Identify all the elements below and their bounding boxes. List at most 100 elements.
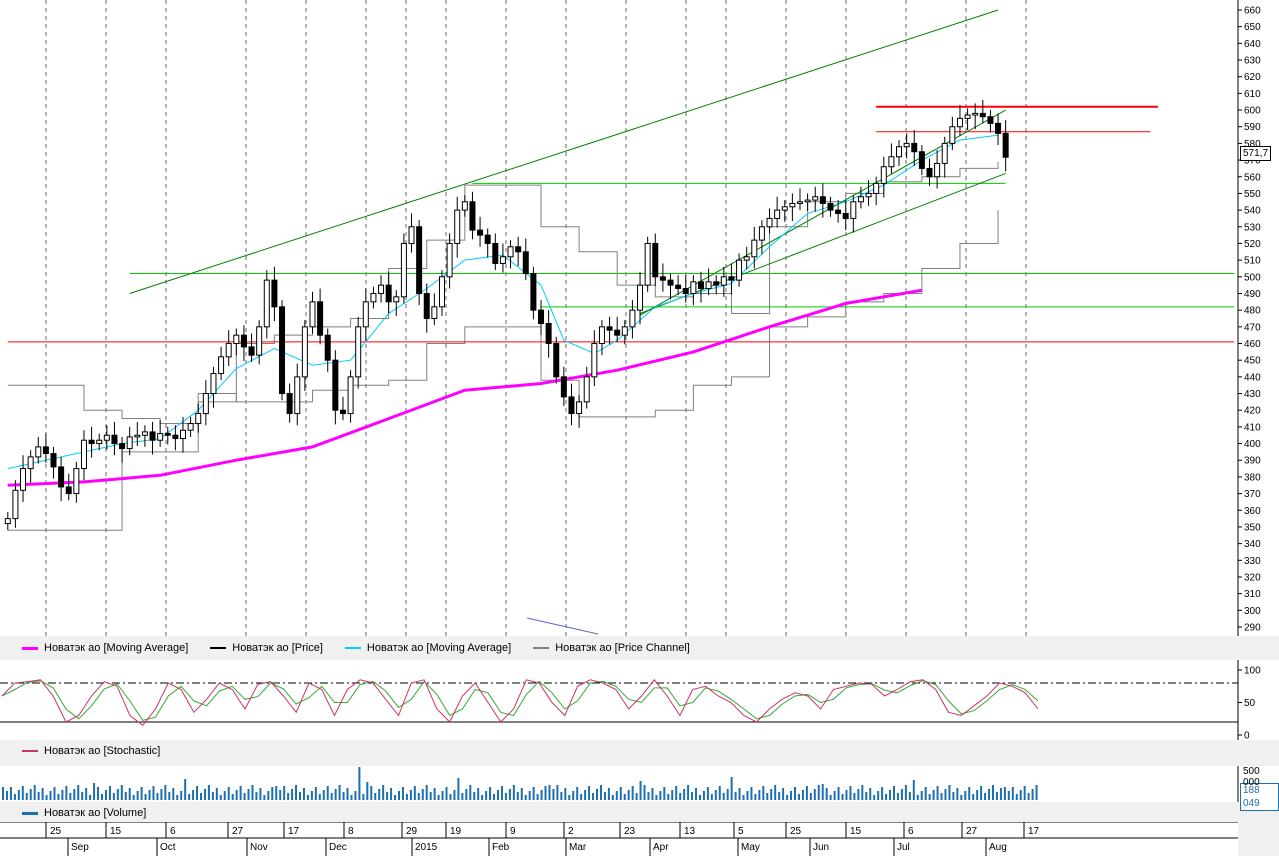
candle-body — [987, 116, 994, 124]
volume-bar — [69, 793, 72, 800]
candle-body — [408, 226, 415, 244]
volume-bar — [885, 794, 888, 800]
y-tick-label: 460 — [1244, 339, 1261, 350]
candle-body — [629, 309, 636, 328]
volume-bar — [722, 793, 725, 800]
y-tick-label: 600 — [1244, 106, 1261, 117]
volume-bar — [667, 794, 670, 800]
legend-item-ma-slow[interactable]: Новатэк ао [Moving Average] — [22, 642, 188, 654]
volume-bar — [461, 793, 464, 800]
candle-body — [743, 256, 750, 261]
y-tick-label: 620 — [1244, 72, 1261, 83]
volume-bar — [750, 787, 753, 800]
price-plot-area — [0, 0, 1238, 636]
x-day-label: 15 — [850, 826, 862, 837]
volume-bar — [691, 792, 694, 800]
x-month-label: Apr — [653, 842, 669, 853]
candle-body — [896, 146, 903, 158]
ma-slow-line — [7, 288, 923, 487]
volume-bar — [924, 787, 927, 800]
candle-body — [880, 166, 887, 184]
candle-body — [812, 196, 819, 201]
candle-body — [179, 429, 186, 440]
volume-bar — [889, 790, 892, 800]
x-axis: 25 15 6 27 17 8 29 19 9 2 23 13 5 25 15 6 27 17 Sep Oct Nov D… — [45, 822, 1040, 856]
volume-bar — [809, 793, 812, 800]
volume-bar — [512, 785, 515, 800]
x-day-label: 8 — [348, 826, 354, 837]
y-tick-label: 580 — [1244, 139, 1261, 150]
candle-body — [934, 162, 941, 178]
volume-bar — [1023, 786, 1026, 800]
y-tick-label: 330 — [1244, 556, 1261, 567]
volume-bar — [746, 791, 749, 800]
volume-bar — [45, 795, 48, 800]
volume-bar — [421, 789, 424, 800]
volume-bar — [1027, 793, 1030, 800]
volume-bar — [623, 794, 626, 800]
volume-bar — [279, 790, 282, 800]
volume-bar — [568, 795, 571, 800]
legend-item-channel[interactable]: Новатэк ао [Price Channel] — [533, 642, 690, 654]
volume-bar — [857, 789, 860, 800]
y-tick-label: 490 — [1244, 289, 1261, 300]
volume-bar — [144, 794, 147, 800]
volume-bar — [390, 788, 393, 800]
candle-body — [301, 326, 308, 378]
candle-body — [469, 201, 476, 231]
price-legend: Новатэк ао [Moving Average] Новатэк ао [… — [0, 639, 1240, 657]
volume-bar — [239, 786, 242, 800]
candle-body — [126, 436, 133, 450]
volume-bar — [845, 790, 848, 800]
legend-item-stochastic[interactable]: Новатэк ао [Stochastic] — [22, 745, 160, 757]
legend-label: Новатэк ао [Moving Average] — [44, 642, 189, 654]
volume-bar — [160, 789, 163, 800]
volume-bar — [176, 795, 179, 800]
volume-bar — [326, 786, 329, 800]
y-tick-label: 450 — [1244, 356, 1261, 367]
x-month-label: Nov — [250, 842, 268, 853]
candle-body — [416, 226, 423, 294]
legend-label: Новатэк ао [Stochastic] — [44, 745, 161, 757]
volume-bar — [500, 786, 503, 800]
volume-bar — [536, 794, 539, 800]
candle-body — [621, 326, 628, 336]
volume-bar — [766, 793, 769, 800]
legend-item-price[interactable]: Новатэк ао [Price] — [210, 642, 323, 654]
volume-bar — [342, 792, 345, 800]
volume-bar — [853, 793, 856, 800]
volume-bar — [362, 794, 365, 800]
volume-bar — [267, 791, 270, 800]
candle-body — [774, 209, 781, 219]
volume-bar — [524, 795, 527, 800]
volume-bar — [65, 786, 68, 800]
volume-bar — [560, 792, 563, 800]
volume-bar — [231, 794, 234, 800]
x-month-label: May — [741, 842, 760, 853]
volume-bar — [805, 786, 808, 800]
legend-item-volume[interactable]: Новатэк ао [Volume] — [22, 807, 146, 819]
volume-bar — [57, 794, 60, 800]
y-tick-label: 590 — [1244, 122, 1261, 133]
candle-body — [796, 201, 803, 204]
volume-bar — [956, 788, 959, 800]
legend-item-ma-fast[interactable]: Новатэк ао [Moving Average] — [344, 642, 511, 654]
x-day-label: 17 — [288, 826, 300, 837]
volume-bar — [73, 789, 76, 800]
volume-bar — [833, 791, 836, 800]
volume-bar — [401, 787, 404, 800]
volume-bar — [908, 792, 911, 800]
volume-bar — [849, 786, 852, 800]
volume-bar — [366, 782, 369, 800]
volume-bar — [413, 786, 416, 800]
candle-body — [431, 306, 438, 319]
volume-bar — [877, 791, 880, 800]
y-tick-label: 540 — [1244, 206, 1261, 217]
y-tick-label: 290 — [1244, 623, 1261, 634]
volume-bar — [683, 789, 686, 800]
volume-bar — [188, 794, 191, 800]
volume-bar — [417, 793, 420, 800]
candle-body — [210, 373, 217, 395]
y-tick-label: 410 — [1244, 422, 1261, 433]
